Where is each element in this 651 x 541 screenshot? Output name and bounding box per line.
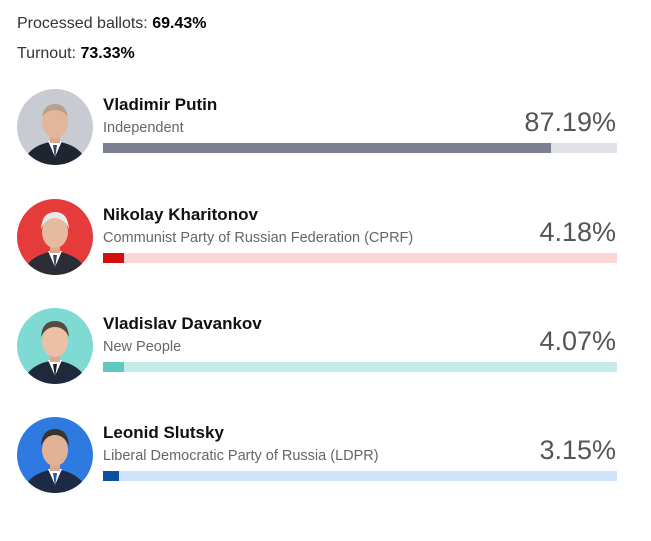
candidate-party: New People [103,339,182,355]
turnout-value: 73.33% [80,45,135,62]
processed-ballots-label: Processed ballots: [17,15,148,32]
candidate-percent: 4.07% [539,326,616,356]
candidate-row: Nikolay Kharitonov Communist Party of Ru… [0,199,651,299]
candidate-avatar [17,89,93,165]
processed-ballots-stat: Processed ballots: 69.43% [17,12,206,42]
candidate-result-bar [103,253,617,263]
candidate-result-bar [103,362,617,372]
candidate-result-bar-fill [103,471,120,481]
candidate-name: Vladislav Davankov [103,314,262,333]
portrait-icon [17,199,93,275]
candidate-name: Vladimir Putin [103,95,218,114]
candidate-row: Vladimir Putin Independent 87.19% [0,89,651,189]
candidate-result-bar-fill [103,362,124,372]
portrait-icon [17,417,93,493]
portrait-icon [17,308,93,384]
candidate-result-bar [103,471,617,481]
candidate-party: Liberal Democratic Party of Russia (LDPR… [103,448,379,464]
candidate-result-bar-fill [103,253,125,263]
candidate-percent: 4.18% [539,217,616,247]
candidate-avatar [17,308,93,384]
candidate-party: Independent [103,120,184,136]
summary-stats: Processed ballots: 69.43% Turnout: 73.33… [17,12,206,72]
turnout-stat: Turnout: 73.33% [17,42,206,72]
candidate-name: Leonid Slutsky [103,423,224,442]
candidate-party: Communist Party of Russian Federation (C… [103,230,414,246]
processed-ballots-value: 69.43% [152,15,207,32]
candidate-avatar [17,417,93,493]
turnout-label: Turnout: [17,45,76,62]
candidate-percent: 3.15% [539,435,616,465]
candidate-result-bar [103,143,617,153]
portrait-icon [17,89,93,165]
candidate-row: Vladislav Davankov New People 4.07% [0,308,651,408]
candidate-avatar [17,199,93,275]
candidate-result-bar-fill [103,143,552,153]
candidate-name: Nikolay Kharitonov [103,205,258,224]
candidate-percent: 87.19% [524,107,616,137]
candidate-row: Leonid Slutsky Liberal Democratic Party … [0,417,651,517]
